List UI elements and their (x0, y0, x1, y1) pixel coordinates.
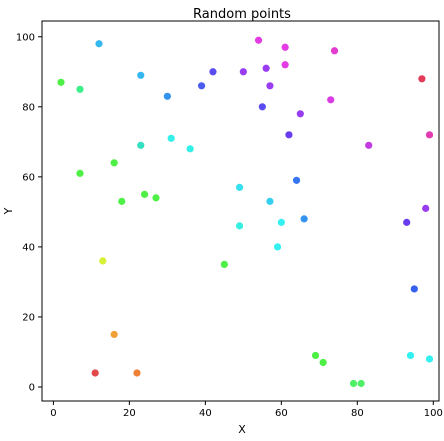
data-point (99, 257, 107, 265)
x-ticks: 0 20 40 60 80 100 (50, 401, 443, 419)
data-point (137, 71, 145, 79)
data-point (365, 141, 373, 149)
points-layer (57, 36, 434, 388)
data-point (133, 369, 141, 377)
data-point (254, 36, 263, 44)
data-point (91, 369, 99, 377)
data-point (410, 285, 418, 293)
chart-title: Random points (193, 7, 291, 22)
data-point (281, 43, 289, 51)
data-point (406, 351, 415, 360)
data-point (403, 218, 411, 226)
data-point (152, 194, 160, 202)
data-point (258, 103, 266, 111)
data-point (220, 260, 228, 269)
data-point (349, 379, 358, 388)
data-point (330, 47, 339, 55)
data-point (57, 78, 65, 86)
data-point (422, 204, 430, 212)
y-ticks: 0 20 40 60 80 100 (16, 32, 42, 393)
data-point (235, 183, 244, 191)
data-point (110, 159, 118, 167)
x-tick-label: 100 (424, 408, 443, 419)
data-point (277, 218, 285, 226)
x-tick-label: 20 (123, 408, 136, 419)
plot-frame (41, 20, 440, 402)
data-point (209, 68, 217, 76)
y-tick-label: 100 (16, 32, 35, 43)
data-point (319, 358, 327, 367)
x-tick-label: 0 (50, 408, 56, 419)
data-point (285, 131, 293, 139)
data-point (266, 197, 274, 205)
data-point (163, 92, 171, 100)
x-axis-label: X (238, 423, 246, 436)
data-point (418, 75, 426, 83)
y-axis-label: Y (2, 207, 15, 215)
y-tick-label: 0 (29, 382, 35, 393)
data-point (186, 145, 194, 153)
data-point (357, 379, 365, 388)
y-tick-label: 60 (22, 172, 35, 183)
data-point (110, 330, 118, 339)
data-point (167, 134, 175, 142)
data-point (273, 243, 282, 251)
data-point (311, 351, 320, 360)
data-point (140, 190, 149, 198)
data-point (266, 82, 274, 90)
y-tick-label: 40 (22, 242, 35, 253)
data-point (327, 96, 335, 104)
data-point (239, 68, 247, 76)
data-point (425, 355, 434, 363)
data-point (137, 141, 145, 149)
data-point (235, 222, 244, 230)
data-point (76, 169, 84, 177)
data-point (292, 176, 301, 184)
data-point (300, 215, 308, 223)
data-point (197, 82, 206, 90)
data-point (76, 85, 84, 93)
x-tick-label: 40 (199, 408, 212, 419)
data-point (95, 40, 103, 48)
x-tick-label: 80 (351, 408, 364, 419)
data-point (296, 110, 304, 118)
data-point (425, 131, 434, 139)
data-point (118, 197, 126, 205)
y-tick-label: 20 (22, 312, 35, 323)
x-tick-label: 60 (275, 408, 288, 419)
data-point (281, 61, 289, 69)
y-tick-label: 80 (22, 102, 35, 113)
data-point (262, 64, 270, 72)
